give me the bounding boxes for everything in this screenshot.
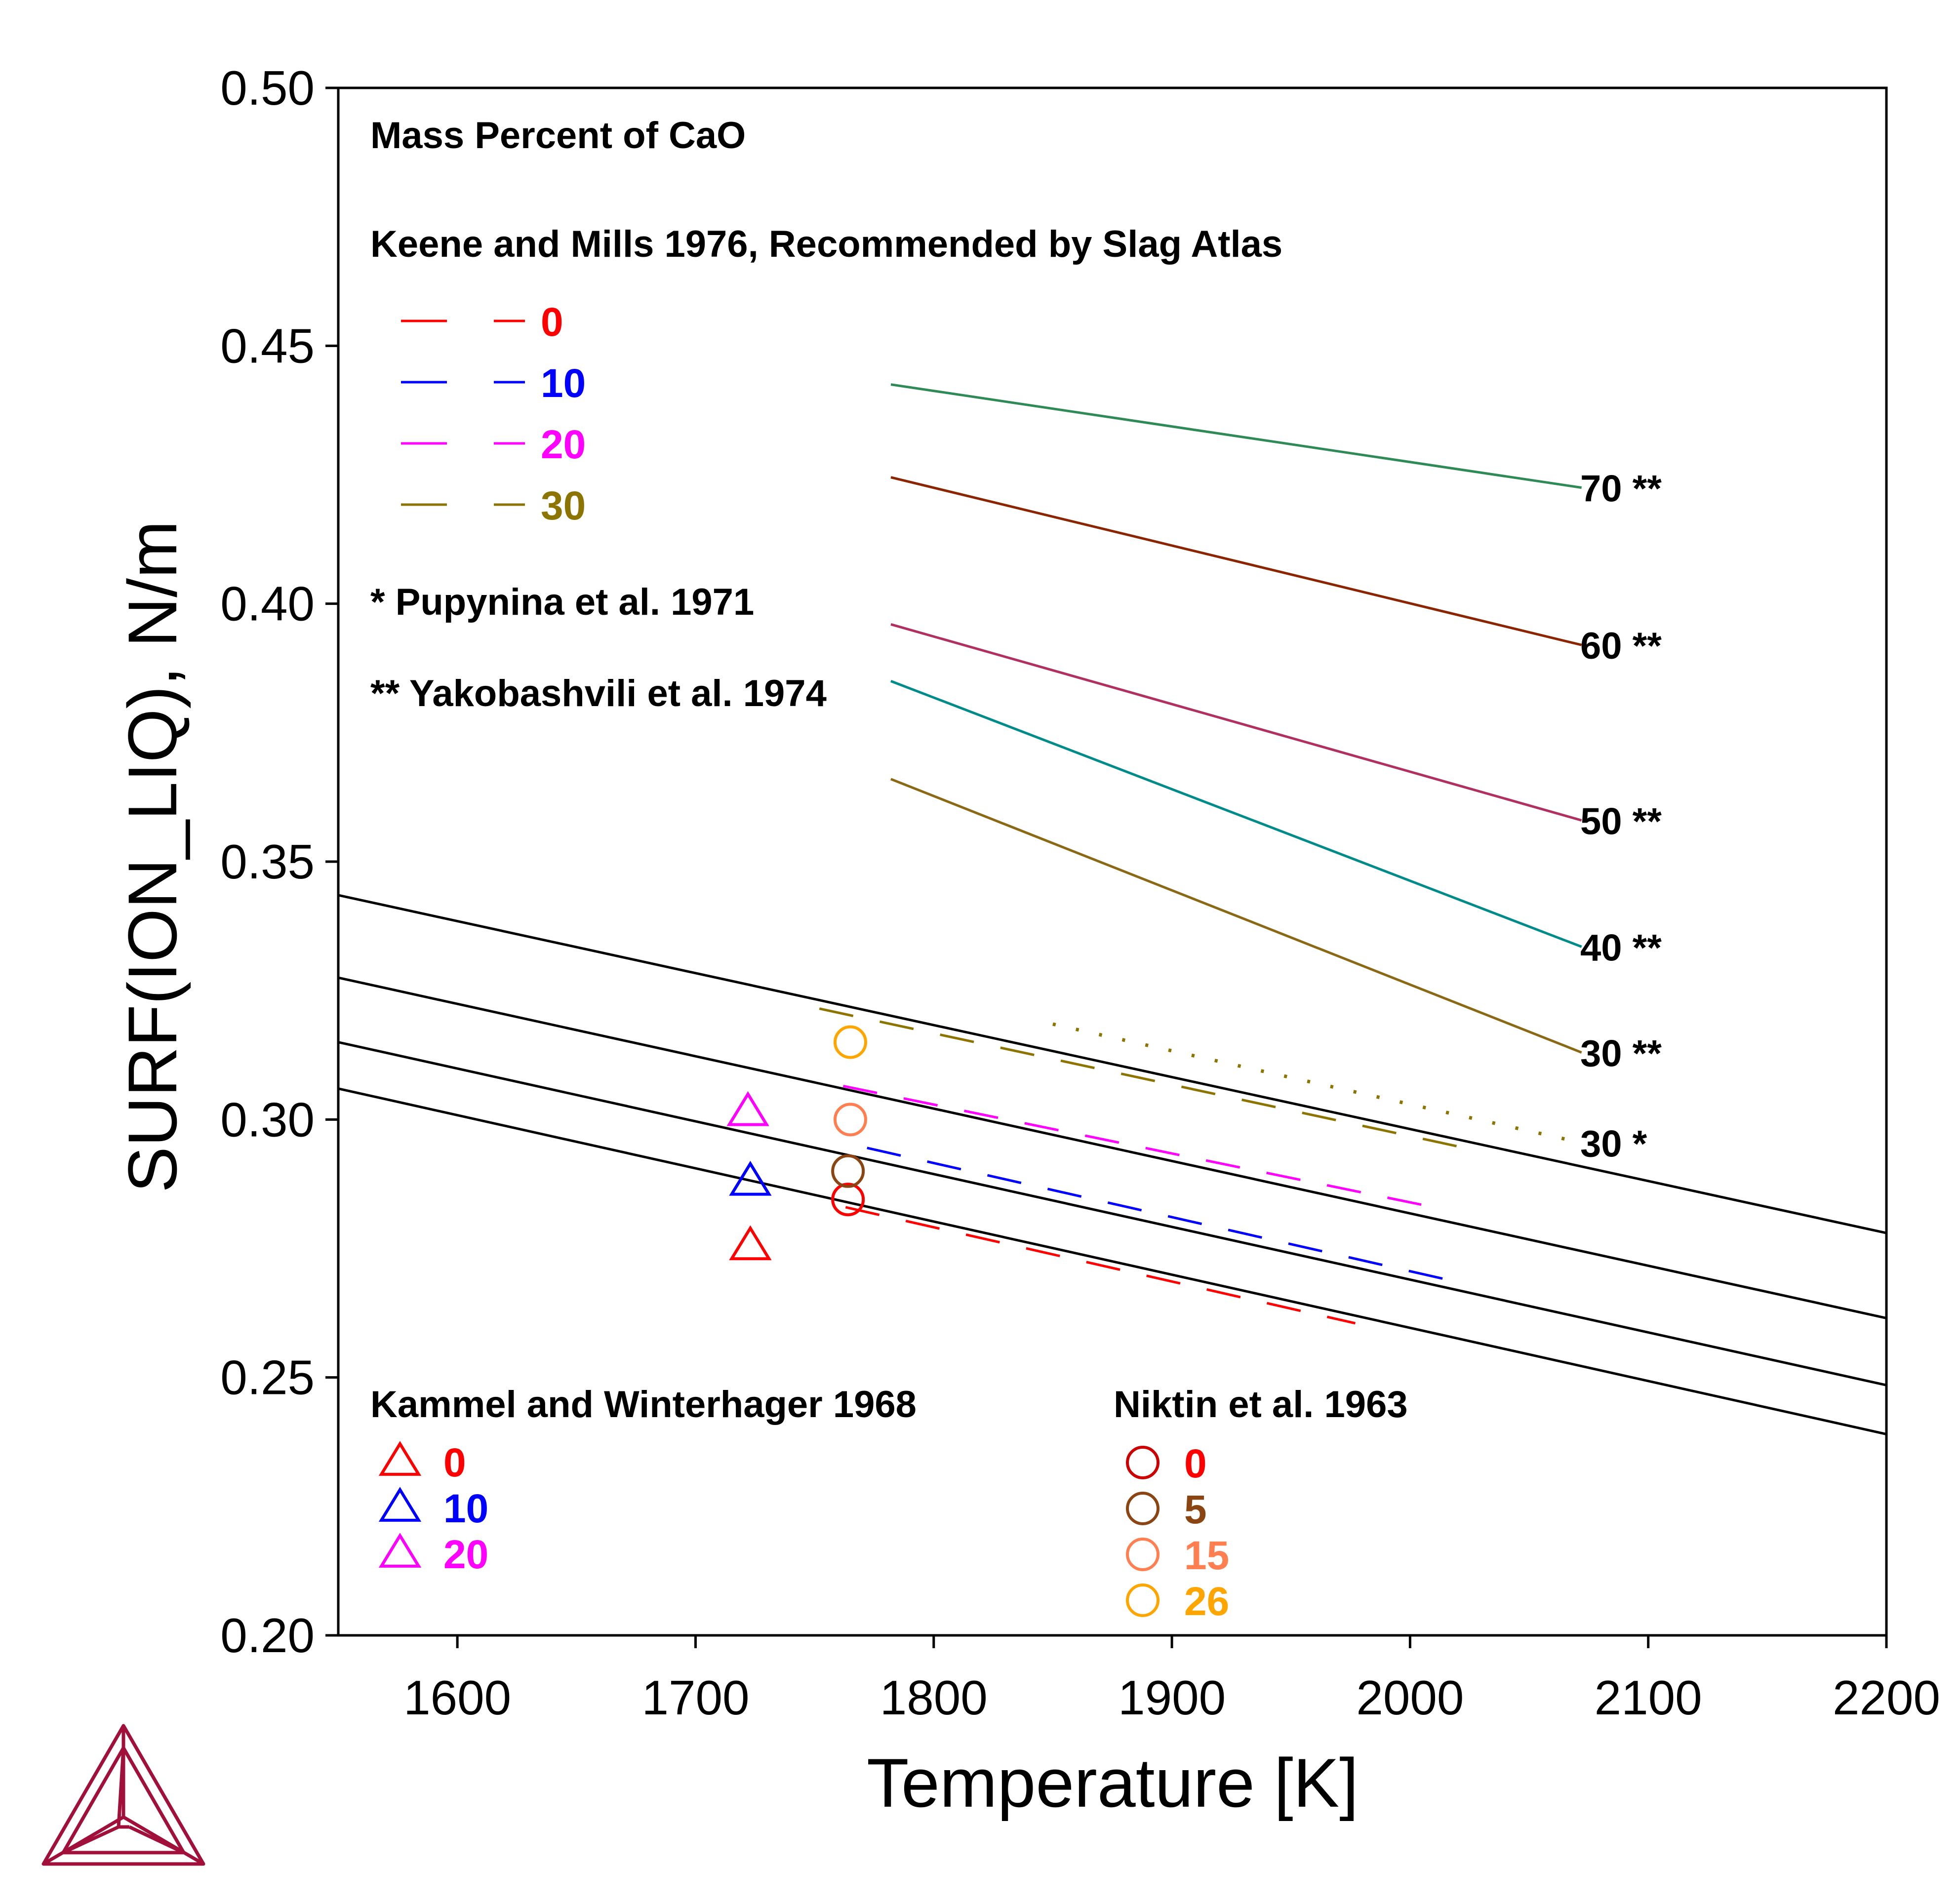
legend-triangle-marker bbox=[378, 1533, 422, 1568]
mass-percent-label: Mass Percent of CaO bbox=[370, 115, 746, 157]
niktin-title: Niktin et al. 1963 bbox=[1114, 1384, 1408, 1426]
keene-mills-lines bbox=[819, 1007, 1465, 1325]
legend-circle-marker bbox=[1126, 1446, 1160, 1479]
x-tick-label: 2100 bbox=[1595, 1670, 1702, 1725]
pupynina-note: * Pupynina et al. 1971 bbox=[370, 581, 754, 623]
legend-circle-marker bbox=[1126, 1492, 1160, 1525]
x-tick-label: 2200 bbox=[1833, 1670, 1940, 1725]
calculated-line bbox=[338, 894, 1887, 1234]
niktin-data-point bbox=[833, 1103, 867, 1137]
niktin-legend-label: 26 bbox=[1184, 1579, 1229, 1624]
keene-dashed-line bbox=[867, 1147, 1458, 1283]
yakobashvili-lines bbox=[890, 383, 1582, 1054]
x-tick-label: 2000 bbox=[1356, 1670, 1464, 1725]
x-tick-label: 1900 bbox=[1118, 1670, 1226, 1725]
y-tick-label: 0.45 bbox=[220, 318, 315, 373]
line-end-labels: 70 ** 60 ** 50 ** 40 ** 30 ** 30 * bbox=[1580, 468, 1662, 1165]
keene-legend-label: 0 bbox=[541, 300, 563, 345]
calculated-line bbox=[338, 1087, 1887, 1436]
kammel-points bbox=[726, 1091, 772, 1261]
niktin-points bbox=[831, 1025, 867, 1217]
niktin-data-point bbox=[831, 1183, 865, 1217]
axis-ticks: 1600 1700 1800 1900 2000 2100 22000.200.250.30… bbox=[220, 61, 1940, 1725]
line-end-label: 50 ** bbox=[1580, 800, 1662, 842]
x-axis-title: Temperature [K] bbox=[867, 1744, 1359, 1822]
kammel-legend-label: 0 bbox=[443, 1440, 466, 1485]
kammel-title: Kammel and Winterhager 1968 bbox=[370, 1384, 917, 1426]
line-end-label: 40 ** bbox=[1580, 927, 1662, 969]
yakobashvili-line bbox=[890, 383, 1582, 489]
yakobashvili-line bbox=[890, 778, 1582, 1054]
x-tick-label: 1600 bbox=[403, 1670, 511, 1725]
line-end-label: 70 ** bbox=[1580, 468, 1662, 510]
niktin-legend-label: 0 bbox=[1184, 1441, 1207, 1486]
keene-legend-label: 30 bbox=[541, 483, 586, 528]
legend-circle-marker bbox=[1126, 1584, 1160, 1617]
kammel-legend-label: 10 bbox=[443, 1486, 488, 1531]
x-tick-label: 1700 bbox=[641, 1670, 749, 1725]
thermo-calc-logo bbox=[41, 1724, 205, 1866]
calculated-line bbox=[338, 1041, 1887, 1386]
calculated-line bbox=[338, 976, 1887, 1319]
keene-legend-label: 20 bbox=[541, 422, 586, 467]
x-tick-label: 1800 bbox=[880, 1670, 988, 1725]
niktin-data-point bbox=[833, 1025, 867, 1059]
y-tick-label: 0.40 bbox=[220, 577, 315, 631]
kammel-data-point bbox=[729, 1160, 772, 1196]
niktin-legend-label: 15 bbox=[1184, 1533, 1229, 1578]
legend-circle-marker bbox=[1126, 1538, 1160, 1571]
calculated-lines bbox=[338, 894, 1887, 1436]
kammel-data-point bbox=[726, 1091, 769, 1126]
line-end-label: 30 ** bbox=[1580, 1033, 1662, 1075]
yakobashvili-note: ** Yakobashvili et al. 1974 bbox=[370, 673, 827, 714]
line-end-label: 60 ** bbox=[1580, 625, 1662, 667]
line-end-label: 30 * bbox=[1580, 1123, 1647, 1165]
yakobashvili-line bbox=[890, 680, 1582, 948]
legend-triangle-marker bbox=[378, 1487, 422, 1522]
keene-dashed-line bbox=[819, 1007, 1465, 1149]
kammel-legend-label: 20 bbox=[443, 1532, 488, 1577]
y-tick-label: 0.25 bbox=[220, 1350, 315, 1405]
pupynina-line bbox=[1052, 1022, 1582, 1145]
legend-triangle-marker bbox=[378, 1441, 422, 1476]
yakobashvili-line bbox=[890, 623, 1582, 822]
keene-dashed-line bbox=[845, 1206, 1356, 1325]
y-tick-label: 0.50 bbox=[220, 61, 315, 115]
niktin-data-point bbox=[831, 1154, 865, 1188]
keene-title: Keene and Mills 1976, Recommended by Sla… bbox=[370, 223, 1282, 265]
y-tick-label: 0.20 bbox=[220, 1608, 315, 1663]
y-tick-label: 0.30 bbox=[220, 1092, 315, 1147]
kammel-data-point bbox=[729, 1225, 772, 1261]
yakobashvili-line bbox=[890, 476, 1582, 646]
keene-legend: 0 10 20 30 bbox=[401, 300, 586, 528]
keene-dashed-line bbox=[842, 1084, 1435, 1209]
y-tick-label: 0.35 bbox=[220, 834, 315, 889]
y-axis-title: SURF(ION_LIQ), N/m bbox=[114, 520, 191, 1192]
keene-legend-label: 10 bbox=[541, 361, 586, 406]
niktin-legend-label: 5 bbox=[1184, 1487, 1207, 1532]
pupynina-dotted-line bbox=[1052, 1022, 1582, 1145]
